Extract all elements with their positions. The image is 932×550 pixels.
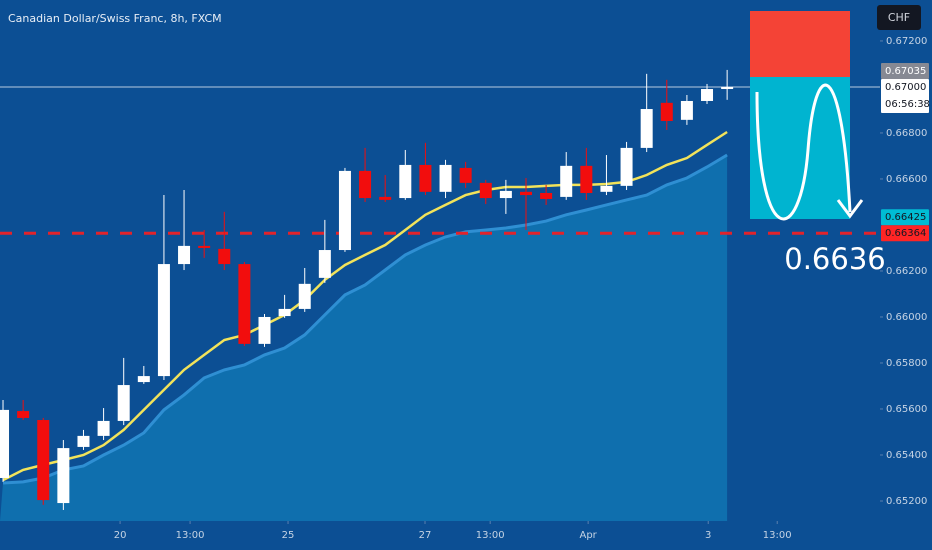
candle-body	[77, 435, 90, 447]
candle-body	[379, 196, 392, 200]
trade-drawing	[750, 11, 864, 221]
candle-body	[499, 190, 512, 199]
price-label: 0.66425	[885, 212, 926, 223]
price-annotation: 0.6636	[784, 242, 885, 276]
price-label-box	[881, 62, 929, 79]
candle-body	[218, 248, 231, 265]
y-tick-label: 0.67200	[886, 36, 927, 47]
candle-body	[318, 250, 331, 278]
candle-body	[258, 316, 271, 344]
plot-area	[0, 69, 880, 521]
candle-body	[17, 411, 30, 418]
candle-body	[701, 89, 714, 101]
x-tick-label: 3	[705, 530, 711, 541]
candle-body	[238, 264, 251, 344]
forecast-curve	[755, 83, 852, 221]
candle-body	[439, 164, 452, 192]
chart-title: Canadian Dollar/Swiss Franc, 8h, FXCM	[8, 12, 222, 25]
candle-body	[479, 182, 492, 199]
area-line	[2, 153, 728, 485]
candle-body	[620, 147, 633, 186]
candle-body	[660, 102, 673, 121]
y-tick-label: 0.65600	[886, 404, 927, 415]
x-tick-label: 13:00	[176, 530, 205, 541]
candle-body	[459, 167, 472, 183]
x-tick-label: 13:00	[476, 530, 505, 541]
y-tick-label: 0.66200	[886, 266, 927, 277]
y-tick-label: 0.66800	[886, 128, 927, 139]
price-label: 0.67035	[885, 66, 926, 77]
candle-body	[298, 283, 311, 309]
forecast-arrowhead	[836, 199, 864, 219]
candle-body	[137, 376, 150, 383]
candle-body	[721, 86, 734, 90]
y-tick-label: 0.66600	[886, 174, 927, 185]
candle-body	[680, 100, 693, 120]
price-label: 0.66364	[885, 228, 926, 239]
candle-body	[178, 245, 191, 265]
y-tick-label: 0.65200	[886, 496, 927, 507]
y-tick-label: 0.66000	[886, 312, 927, 323]
candle-body	[97, 420, 110, 436]
candle-body	[540, 192, 553, 199]
candle-body	[359, 170, 372, 199]
candle-body	[600, 185, 613, 192]
currency-button[interactable]	[877, 5, 921, 30]
candle-body	[57, 448, 70, 504]
price-label: 0.67000	[885, 82, 926, 93]
stop-zone	[750, 11, 850, 77]
candle-body	[519, 191, 532, 196]
candle-body	[117, 385, 130, 421]
candle-body	[338, 170, 351, 251]
y-tick-label: 0.65400	[886, 450, 927, 461]
candle-body	[640, 109, 653, 148]
candle-body	[399, 164, 412, 199]
x-tick-label: 25	[282, 530, 295, 541]
x-tick-label: 13:00	[763, 530, 792, 541]
y-tick-label: 0.65800	[886, 358, 927, 369]
candle-body	[278, 308, 291, 317]
x-tick-label: 27	[419, 530, 432, 541]
currency-button-label[interactable]: CHF	[888, 11, 910, 24]
price-label-box	[881, 209, 929, 226]
x-tick-label: 20	[114, 530, 127, 541]
candle-body	[0, 409, 10, 478]
candle-body	[419, 164, 432, 192]
price-label-box	[881, 78, 929, 113]
candle-body	[157, 264, 170, 377]
x-tick-label: Apr	[579, 530, 597, 541]
area-fill	[0, 155, 728, 521]
candle-body	[560, 165, 573, 197]
candle-body	[198, 245, 211, 248]
price-label-box	[881, 225, 929, 242]
countdown-label: 06:56:38	[885, 99, 930, 110]
candle-body	[37, 420, 50, 501]
candle-body	[580, 165, 593, 193]
